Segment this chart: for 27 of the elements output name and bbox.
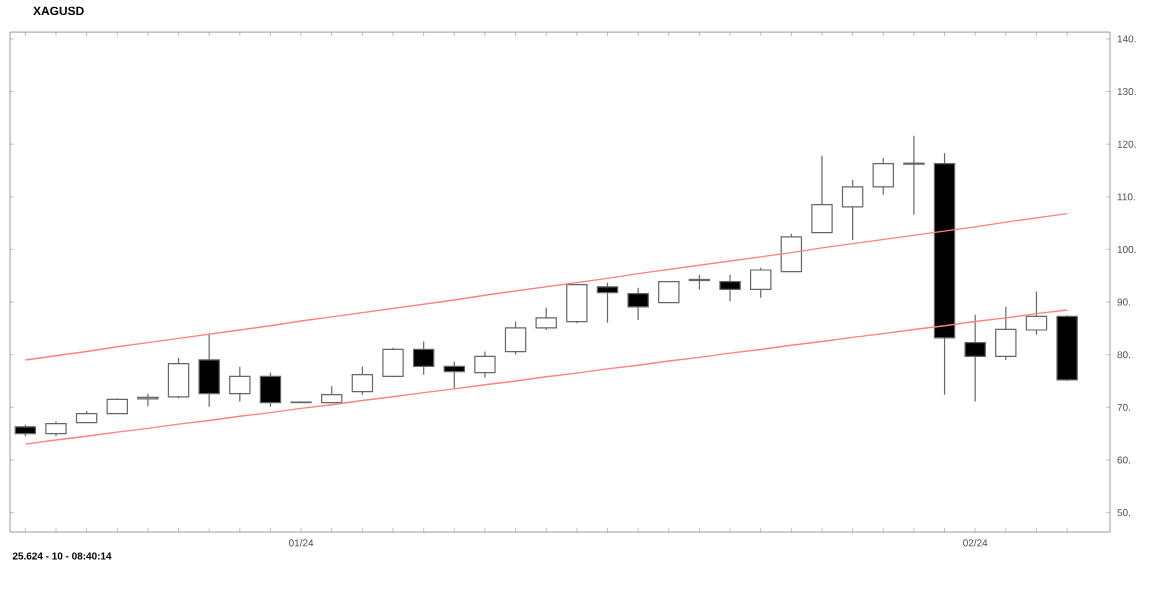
candlestick [351, 366, 374, 396]
candlestick [964, 314, 986, 403]
candlestick [137, 393, 159, 407]
candlestick [841, 179, 864, 241]
candlestick [566, 283, 588, 324]
candlestick [382, 347, 404, 378]
candlestick [596, 281, 619, 324]
candlestick [995, 306, 1017, 361]
candlestick [780, 233, 803, 273]
candlestick [259, 371, 282, 408]
candlestick [749, 267, 772, 299]
candlestick [167, 357, 190, 399]
candlestick [535, 307, 557, 331]
line-series [24, 309, 1068, 445]
candlestick [198, 333, 220, 408]
candlestick [811, 155, 833, 234]
candlestick [474, 350, 496, 379]
candlestick [872, 157, 894, 196]
candlestick [719, 274, 741, 303]
candlestick [1025, 290, 1048, 336]
candlestick [443, 360, 466, 389]
candlestick [229, 366, 251, 403]
candlestick [903, 135, 925, 216]
candlestick [627, 287, 649, 321]
candlestick [412, 340, 435, 376]
candlestick [504, 320, 527, 356]
candlestick [658, 280, 680, 304]
